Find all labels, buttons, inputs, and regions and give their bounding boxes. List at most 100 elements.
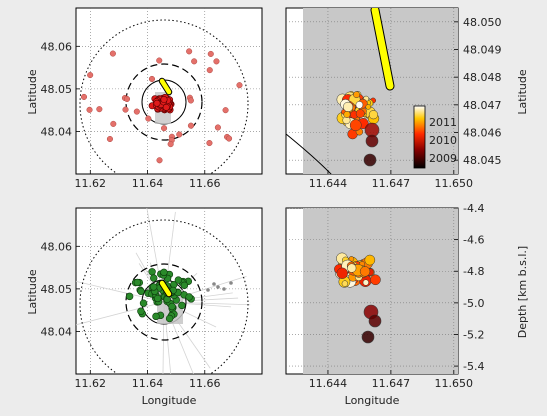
- event-point: [191, 58, 198, 65]
- dotted-circle-arc: [286, 133, 332, 174]
- event-point: [149, 283, 158, 291]
- event-point: [156, 157, 163, 164]
- event-point: [153, 99, 161, 107]
- event-point: [168, 302, 176, 311]
- well-trajectory-fill: [371, 8, 394, 90]
- ylabel-bottom-right: Depth [km b.s.l.]: [516, 246, 529, 338]
- event-point: [180, 281, 189, 290]
- event-point: [167, 141, 174, 148]
- y-tick-label: 48.05: [41, 83, 73, 96]
- event-point: [137, 307, 145, 315]
- event-point: [161, 125, 168, 132]
- event-point: [160, 268, 168, 277]
- event-point: [106, 135, 113, 143]
- y-tick-label: 48.050: [463, 16, 502, 29]
- event-point: [148, 75, 156, 83]
- event-point: [214, 124, 221, 131]
- y-tick-label: -5.0: [463, 297, 484, 310]
- ray-path: [76, 301, 165, 326]
- y-tick-label: 48.046: [463, 127, 502, 140]
- event-point: [86, 106, 93, 113]
- event-point: [150, 274, 158, 282]
- station-point: [206, 288, 210, 292]
- y-tick-label: 48.04: [41, 325, 73, 338]
- event-point: [133, 108, 140, 115]
- outer-dotted-circle: [79, 219, 249, 374]
- x-tick-label: 11.650: [435, 377, 474, 390]
- y-tick-label: 48.048: [463, 71, 502, 84]
- x-tick-label: 11.66: [189, 377, 221, 390]
- event-point: [362, 279, 369, 286]
- y-tick-label: 48.06: [41, 240, 73, 253]
- event-point: [185, 293, 193, 301]
- x-tick-label: 11.650: [435, 177, 474, 190]
- y-tick-label: 48.06: [41, 40, 73, 53]
- station-point: [222, 287, 226, 291]
- event-point: [133, 278, 142, 287]
- y-tick-label: 48.05: [41, 283, 73, 296]
- event-point: [365, 134, 379, 148]
- x-tick-label: 11.644: [309, 177, 348, 190]
- event-point: [206, 139, 213, 147]
- event-point: [225, 135, 233, 142]
- y-tick-label: -5.4: [463, 360, 484, 373]
- event-point: [137, 287, 145, 295]
- event-point: [187, 97, 194, 104]
- event-point: [87, 72, 94, 79]
- event-point: [162, 103, 170, 111]
- event-point: [368, 110, 379, 120]
- y-tick-label: 48.049: [463, 44, 502, 57]
- station-point: [229, 281, 233, 285]
- event-point: [341, 280, 349, 287]
- event-point: [156, 57, 163, 64]
- event-point: [213, 58, 220, 65]
- event-point: [368, 314, 382, 328]
- event-point: [148, 268, 156, 276]
- event-point: [80, 93, 88, 100]
- event-point: [186, 48, 193, 55]
- y-tick-label: -4.6: [463, 234, 484, 247]
- event-point: [353, 91, 360, 99]
- well-trajectory-fill: [159, 280, 172, 297]
- y-tick-label: -5.2: [463, 328, 484, 341]
- station-point: [212, 282, 216, 286]
- event-point: [349, 119, 362, 132]
- ray-path: [76, 280, 165, 303]
- event-point: [165, 314, 174, 323]
- x-tick-label: 11.64: [132, 177, 164, 190]
- x-tick-label: 11.64: [132, 377, 164, 390]
- event-point: [152, 312, 160, 321]
- x-tick-label: 11.62: [75, 377, 107, 390]
- ylabel-bottom-left: Latitude: [26, 269, 39, 315]
- event-point: [236, 82, 243, 89]
- event-point: [96, 106, 103, 113]
- station-point: [216, 285, 220, 289]
- event-point: [343, 110, 351, 118]
- middle-dashed-circle: [125, 263, 203, 341]
- x-tick-label: 11.66: [189, 177, 221, 190]
- event-point: [174, 276, 183, 284]
- colorbar-label-2010: 2010: [429, 134, 457, 147]
- event-point: [207, 50, 214, 57]
- event-point: [361, 330, 375, 344]
- event-point: [355, 101, 364, 109]
- event-point: [363, 153, 377, 167]
- event-point: [355, 109, 365, 119]
- event-point: [336, 267, 348, 279]
- event-point: [139, 299, 148, 307]
- colorbar: 2011 2010 2009: [413, 105, 457, 169]
- xlabel-bottom-right: Longitude: [345, 394, 400, 407]
- y-tick-label: -4.4: [463, 202, 484, 215]
- event-point: [176, 131, 183, 138]
- ylabel-top-left: Latitude: [26, 69, 39, 115]
- event-point: [145, 115, 152, 122]
- x-tick-label: 11.62: [75, 177, 107, 190]
- event-point: [365, 104, 371, 110]
- shaded-region-bottom: [303, 208, 458, 374]
- y-tick-label: -4.8: [463, 265, 484, 278]
- event-point: [153, 294, 162, 303]
- colorbar-label-2009: 2009: [429, 152, 457, 165]
- x-tick-label: 11.647: [372, 377, 411, 390]
